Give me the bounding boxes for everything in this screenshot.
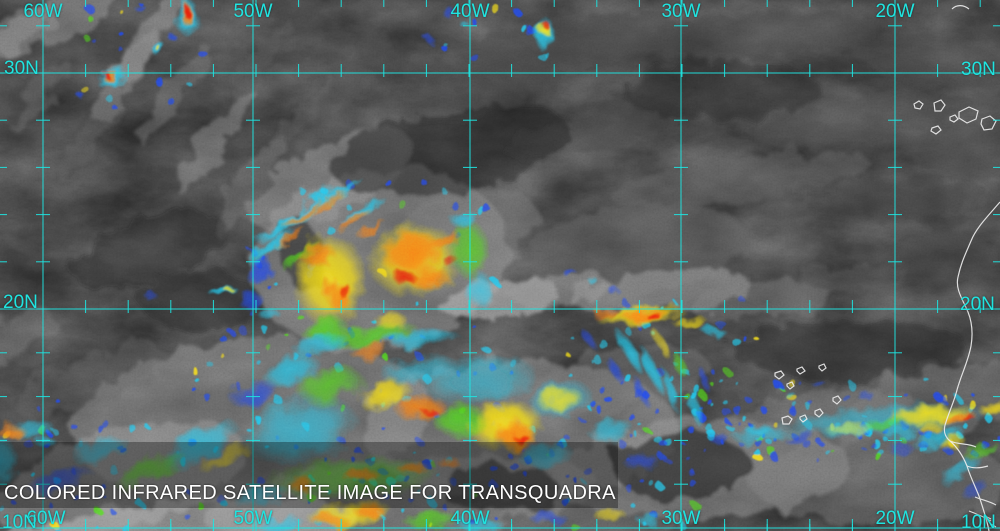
islands-cape-verde bbox=[774, 363, 842, 425]
caption-backdrop bbox=[0, 442, 618, 508]
coastline-africa bbox=[943, 201, 1000, 531]
coastline-layer bbox=[774, 5, 1000, 531]
islands-canary bbox=[913, 99, 997, 135]
caption-title: COLORED INFRARED SATELLITE IMAGE FOR TRA… bbox=[4, 482, 616, 504]
island-madeira bbox=[951, 5, 970, 10]
coastline-rivers bbox=[949, 440, 997, 528]
caption-block: COLORED INFRARED SATELLITE IMAGE FOR TRA… bbox=[4, 441, 616, 531]
